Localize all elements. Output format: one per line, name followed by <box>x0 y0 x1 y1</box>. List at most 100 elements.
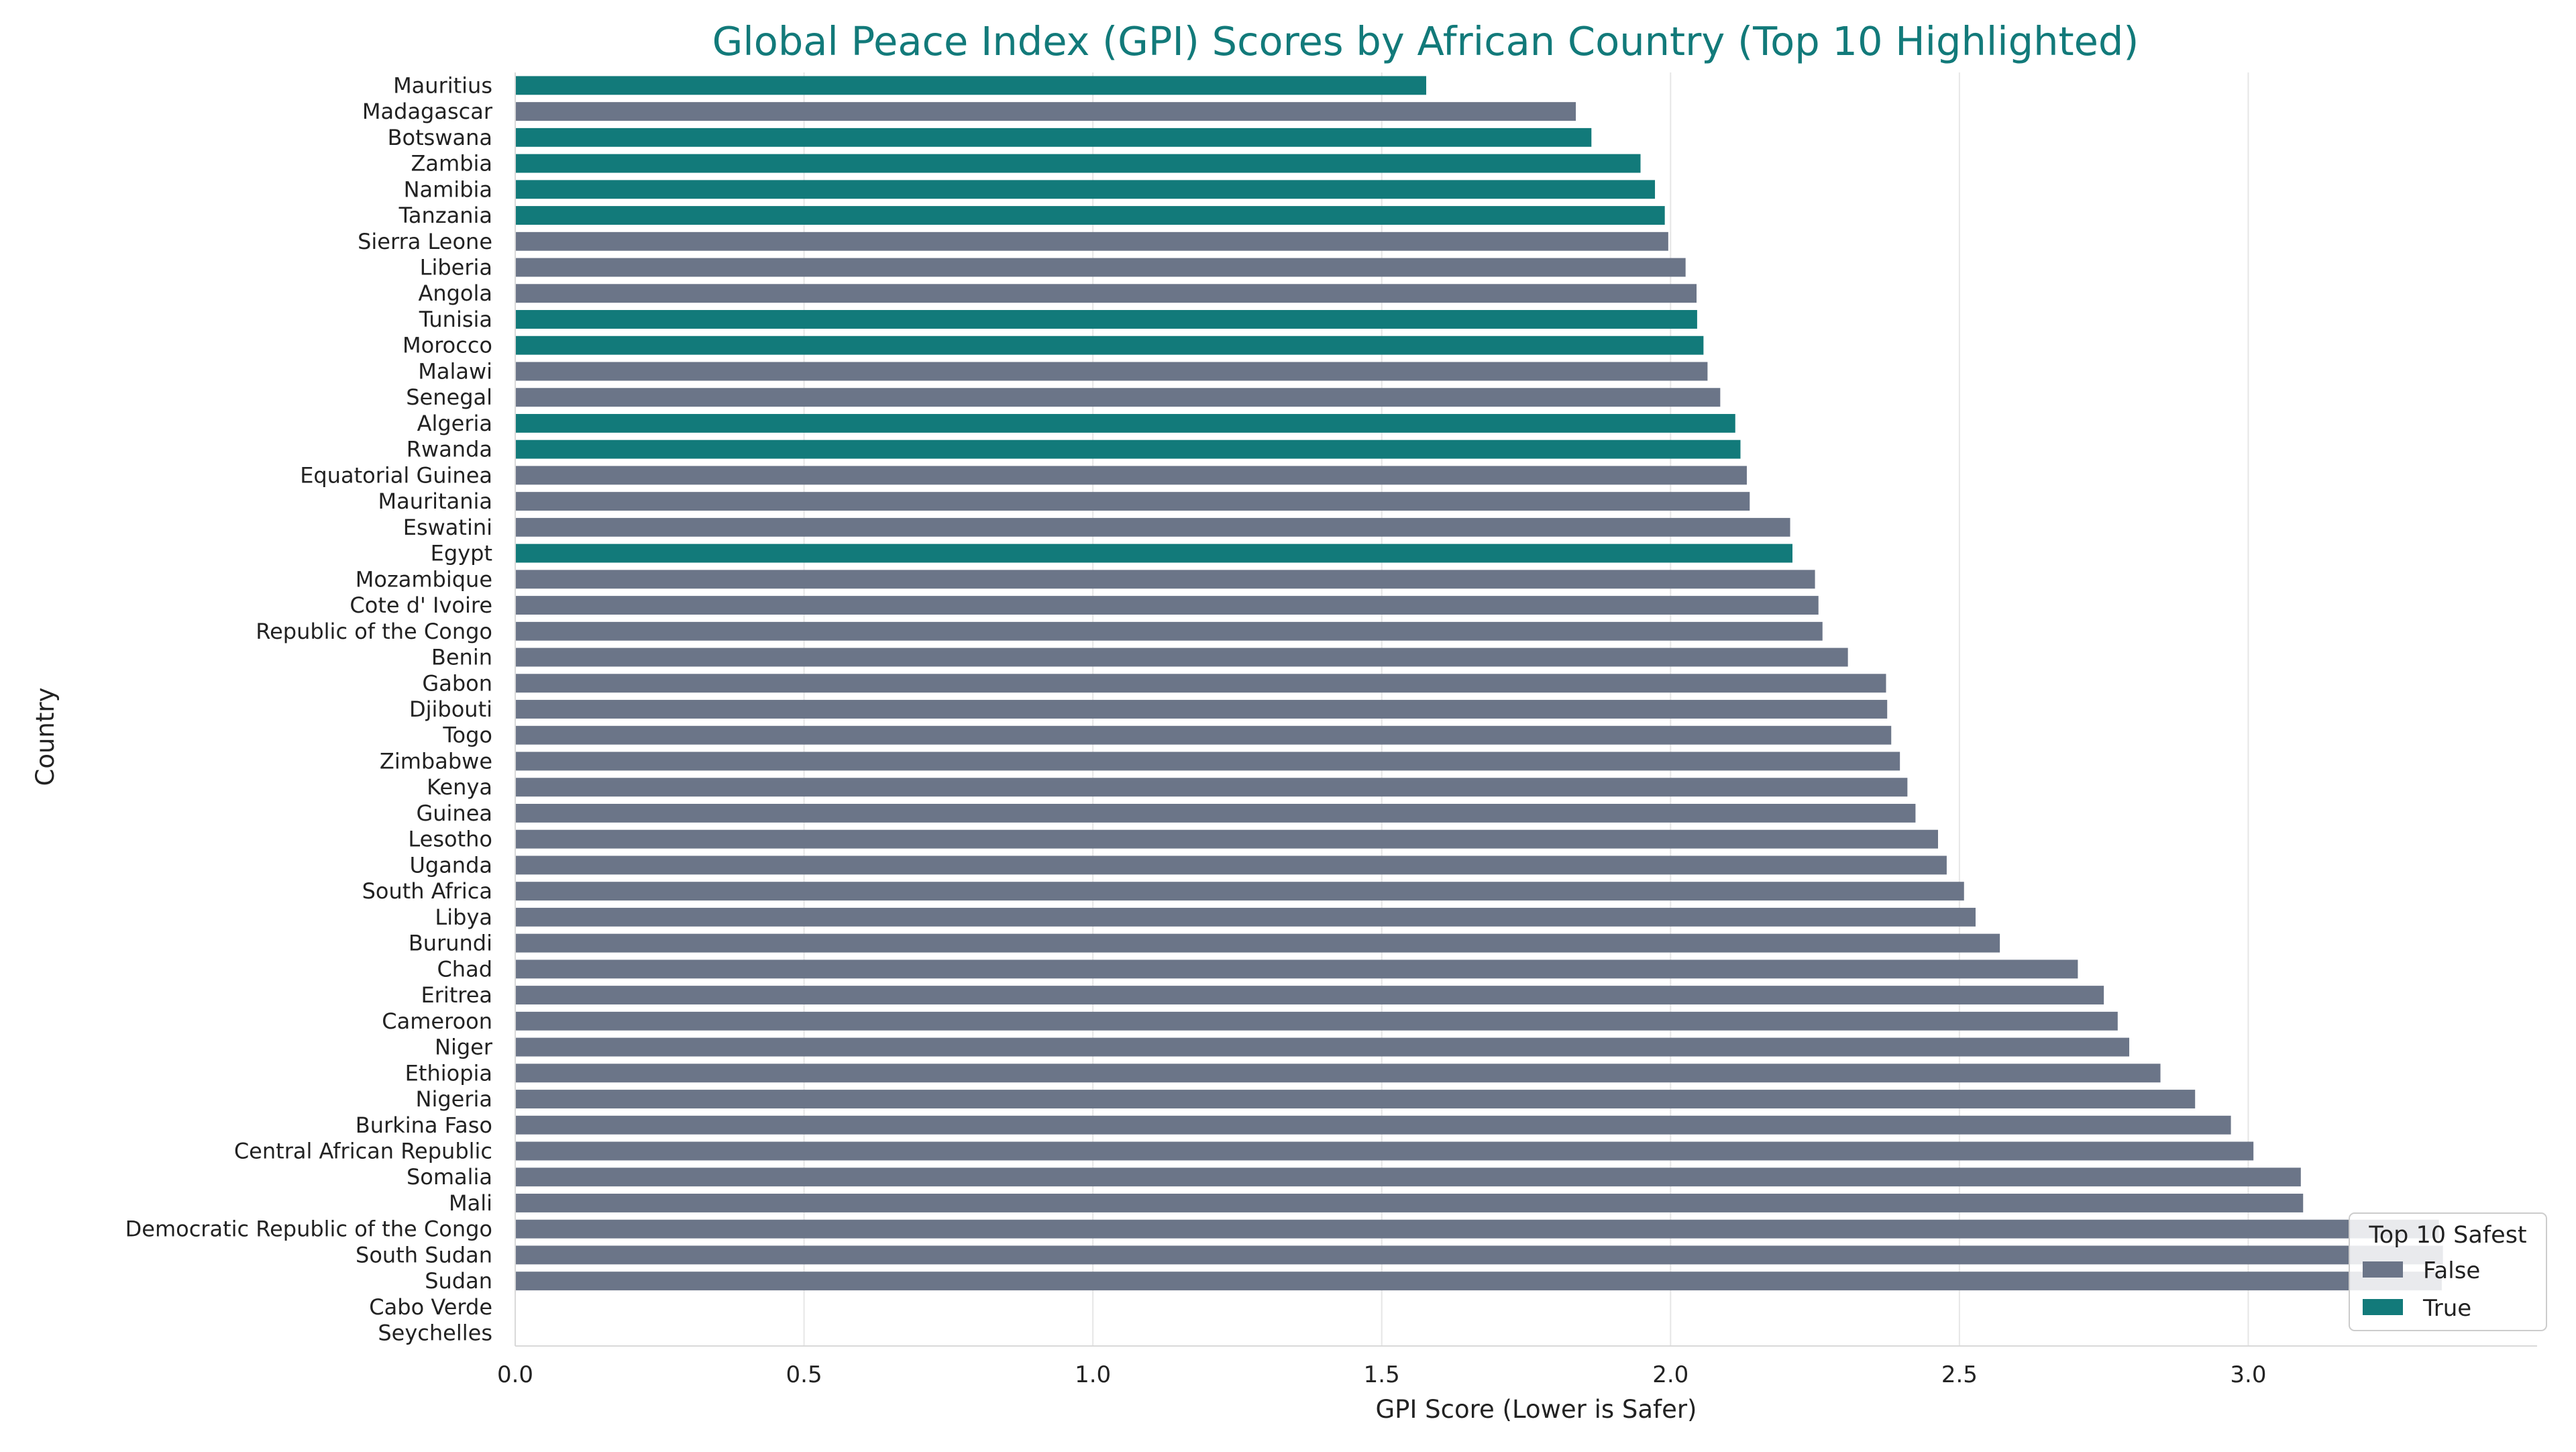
y-tick-label: Equatorial Guinea <box>300 462 492 488</box>
y-tick-label: Madagascar <box>362 99 493 124</box>
y-tick-label: Cote d' Ivoire <box>350 592 492 618</box>
bar <box>515 127 1592 147</box>
bar <box>515 1141 2254 1161</box>
y-tick-label: Botswana <box>388 125 492 150</box>
y-tick-label: Somalia <box>407 1164 492 1190</box>
bars <box>515 76 2443 1291</box>
y-tick-label: Nigeria <box>416 1086 492 1112</box>
bar <box>515 751 1900 771</box>
y-tick-label: Democratic Republic of the Congo <box>125 1216 492 1242</box>
bar <box>515 231 1668 251</box>
bar <box>515 206 1665 225</box>
y-tick-label: Libya <box>435 904 492 930</box>
legend: Top 10 Safest False True <box>2349 1212 2547 1331</box>
y-tick-label: Algeria <box>417 411 492 436</box>
bar <box>515 1090 2196 1108</box>
y-tick-label: Sierra Leone <box>358 229 492 254</box>
x-tick-label: 1.0 <box>1075 1361 1111 1388</box>
y-tick-label: Senegal <box>406 384 492 410</box>
legend-swatch-true <box>2363 1299 2403 1315</box>
bar <box>515 335 1704 355</box>
bar <box>515 933 2000 953</box>
bar <box>515 258 1686 277</box>
legend-label-true: True <box>2422 1295 2471 1322</box>
bar <box>515 803 1916 823</box>
bar <box>515 882 1964 901</box>
y-tick-label: Angola <box>418 280 492 306</box>
y-tick-label: Mauritius <box>393 72 492 98</box>
y-tick-label: Seychelles <box>378 1320 492 1346</box>
bar <box>515 388 1721 407</box>
x-axis-label: GPI Score (Lower is Safer) <box>1376 1395 1697 1424</box>
y-tick-label: Ethiopia <box>405 1060 492 1086</box>
bar <box>515 986 2104 1005</box>
y-tick-label: Burundi <box>409 931 492 956</box>
bar <box>515 674 1886 693</box>
y-tick-label: Zambia <box>411 151 492 176</box>
bar <box>515 647 1848 667</box>
bar <box>515 517 1790 537</box>
x-tick-label: 1.5 <box>1364 1361 1400 1388</box>
bar <box>515 362 1708 381</box>
bar <box>515 492 1750 511</box>
y-tick-label: South Africa <box>362 878 492 904</box>
y-tick-label: Eswatini <box>403 515 492 540</box>
bar <box>515 76 1427 95</box>
y-tick-label: Mozambique <box>356 566 492 592</box>
bar <box>515 310 1697 329</box>
bar <box>515 621 1823 641</box>
bar <box>515 1011 2118 1031</box>
y-tick-label: Uganda <box>409 852 492 878</box>
bar <box>515 1168 2301 1187</box>
bar <box>515 855 1947 875</box>
y-tick-label: Central African Republic <box>234 1138 492 1163</box>
y-tick-label: Togo <box>442 723 492 748</box>
bar <box>515 778 1908 797</box>
y-tick-label: Tunisia <box>419 307 492 332</box>
axes <box>515 72 2537 1347</box>
legend-label-false: False <box>2423 1257 2480 1284</box>
legend-title: Top 10 Safest <box>2368 1222 2526 1249</box>
y-tick-label: Mauritania <box>378 488 492 514</box>
bar <box>515 907 1976 927</box>
y-tick-label: Namibia <box>404 176 492 202</box>
legend-swatch-false <box>2363 1261 2403 1278</box>
bar <box>515 570 1815 589</box>
y-tick-label: Malawi <box>418 358 492 384</box>
y-tick-label: Djibouti <box>409 696 492 722</box>
y-tick-label: Republic of the Congo <box>256 619 492 644</box>
x-tick-labels: 0.0 0.5 1.0 1.5 2.0 2.5 3.0 <box>497 1361 2267 1388</box>
x-tick-label: 3.0 <box>2230 1361 2266 1388</box>
bar <box>515 829 1938 849</box>
bar <box>515 154 1641 173</box>
bar <box>515 596 1819 615</box>
y-tick-label: Liberia <box>420 255 492 280</box>
y-tick-label: Cabo Verde <box>369 1294 492 1320</box>
bar <box>515 960 2078 979</box>
y-tick-label: Guinea <box>416 800 492 826</box>
y-tick-label: Benin <box>431 645 492 670</box>
bar <box>515 466 1747 485</box>
y-tick-label: Zimbabwe <box>380 748 492 774</box>
y-tick-label: Cameroon <box>382 1008 492 1034</box>
bar <box>515 725 1892 745</box>
y-tick-label: Tanzania <box>398 203 492 228</box>
y-tick-label: Gabon <box>422 670 492 696</box>
bar <box>515 700 1888 719</box>
y-tick-label: Sudan <box>425 1268 492 1294</box>
bar <box>515 413 1735 433</box>
y-tick-label: Egypt <box>431 541 492 566</box>
y-tick-label: Eritrea <box>421 982 492 1008</box>
x-tick-label: 0.0 <box>497 1361 533 1388</box>
bar <box>515 1064 2161 1083</box>
bar <box>515 543 1792 563</box>
bar <box>515 284 1697 303</box>
y-tick-labels: MauritiusMadagascarBotswanaZambiaNamibia… <box>125 72 493 1345</box>
y-axis-label: Country <box>31 688 60 786</box>
y-tick-label: Morocco <box>402 333 492 358</box>
bar <box>515 1272 2442 1291</box>
x-tick-label: 2.5 <box>1941 1361 1978 1388</box>
x-tick-label: 2.0 <box>1652 1361 1688 1388</box>
